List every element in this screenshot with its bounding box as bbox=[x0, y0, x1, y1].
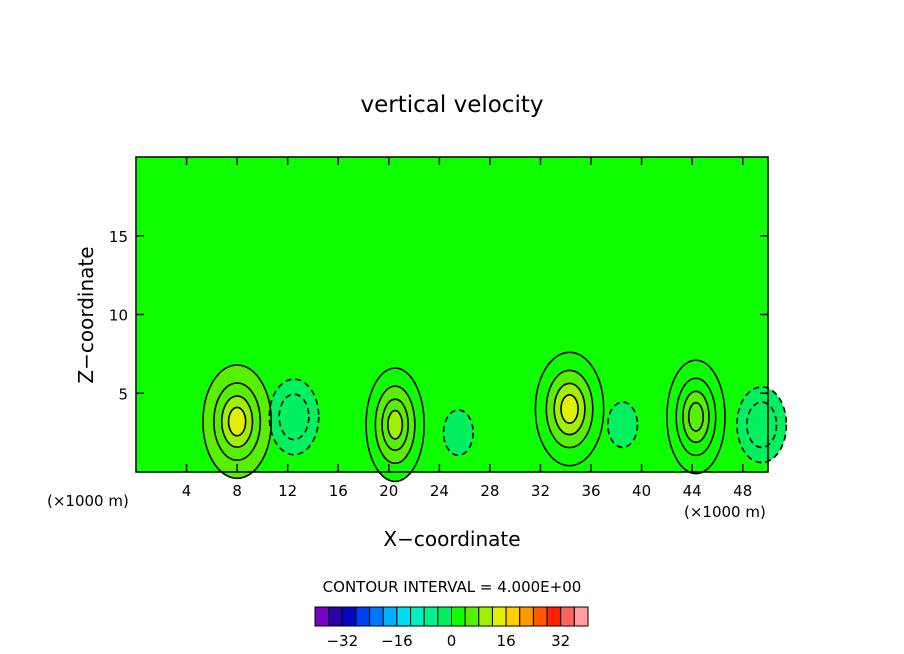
colorbar-swatch bbox=[437, 606, 453, 627]
colorbar: −32 −16 0 16 32 bbox=[314, 606, 589, 650]
velocity-cell-7-band-4 bbox=[688, 402, 704, 432]
contour-7-1 bbox=[666, 359, 726, 475]
colorbar-swatch bbox=[396, 606, 412, 627]
x-tick-label: 4 bbox=[182, 482, 192, 500]
contour-3-2 bbox=[374, 385, 416, 465]
velocity-cell-1-band-4 bbox=[228, 407, 246, 436]
colorbar-swatch bbox=[451, 606, 466, 627]
contour-2-1 bbox=[268, 378, 320, 456]
x-tick-label: 28 bbox=[480, 482, 499, 500]
chart-title: vertical velocity bbox=[361, 92, 544, 118]
colorbar-swatch bbox=[546, 606, 562, 627]
colorbar-swatch bbox=[314, 606, 330, 627]
x-tick-label: 44 bbox=[683, 482, 702, 500]
contour-8-1 bbox=[736, 386, 788, 464]
plot-area bbox=[135, 156, 788, 483]
colorbar-swatch bbox=[341, 606, 357, 627]
colorbar-swatch bbox=[328, 606, 343, 627]
contour-5-3 bbox=[553, 382, 586, 436]
contour-7-2 bbox=[675, 377, 717, 457]
y-tick-label: 15 bbox=[109, 228, 128, 246]
velocity-cell-5-band-4 bbox=[561, 394, 579, 424]
colorbar-swatch bbox=[423, 606, 439, 627]
x-tick-label: 48 bbox=[733, 482, 752, 500]
colorbar-swatch bbox=[532, 606, 548, 627]
colorbar-swatch bbox=[464, 606, 480, 627]
colorbar-swatch bbox=[519, 606, 534, 627]
x-tick-label: 40 bbox=[632, 482, 651, 500]
velocity-cell-6-band-2 bbox=[607, 402, 638, 448]
colorbar-swatch bbox=[382, 606, 398, 627]
velocity-cell-4-band-2 bbox=[443, 409, 474, 456]
contour-interval-label: CONTOUR INTERVAL = 4.000E+00 bbox=[323, 578, 582, 596]
contour-3-3 bbox=[381, 398, 409, 452]
contour-6-2 bbox=[607, 401, 639, 449]
colorbar-swatch bbox=[410, 606, 425, 627]
contour-1-1 bbox=[202, 364, 273, 480]
contour-3-1 bbox=[365, 367, 425, 483]
velocity-cell-3-band-4 bbox=[387, 410, 403, 439]
colorbar-swatch bbox=[478, 606, 493, 627]
y-tick-label: 5 bbox=[118, 385, 128, 403]
y-axis: 5 10 15 bbox=[109, 228, 768, 403]
x-tick-label: 12 bbox=[278, 482, 297, 500]
contour-7-3 bbox=[682, 390, 710, 444]
colorbar-tick-label: 16 bbox=[497, 632, 516, 650]
x-axis-label: X−coordinate bbox=[383, 527, 520, 551]
x-unit-right: (×1000 m) bbox=[684, 503, 766, 521]
colorbar-swatch bbox=[369, 606, 384, 627]
x-tick-label: 16 bbox=[329, 482, 348, 500]
colorbar-tick-label: −32 bbox=[326, 632, 358, 650]
x-tick-label: 20 bbox=[379, 482, 398, 500]
velocity-cell-2-band-2 bbox=[279, 394, 309, 440]
contour-2-2 bbox=[278, 393, 310, 441]
y-tick-label: 10 bbox=[109, 307, 128, 325]
contour-1-4 bbox=[227, 406, 247, 437]
x-tick-label: 36 bbox=[581, 482, 600, 500]
colorbar-swatch bbox=[560, 606, 575, 627]
contour-1-2 bbox=[213, 382, 262, 461]
contour-1-3 bbox=[220, 395, 254, 448]
colorbar-swatch bbox=[505, 606, 521, 627]
colorbar-tick-label: −16 bbox=[381, 632, 413, 650]
x-axis: 4 8 12 16 20 24 28 32 36 40 44 48 bbox=[182, 157, 752, 500]
colorbar-swatch bbox=[573, 606, 589, 627]
contour-5-2 bbox=[545, 369, 594, 449]
contour-5-4 bbox=[560, 394, 579, 424]
x-tick-label: 32 bbox=[531, 482, 550, 500]
contour-5-1 bbox=[534, 351, 605, 467]
contour-7-4 bbox=[687, 401, 705, 432]
contour-3-4 bbox=[387, 409, 404, 440]
colorbar-tick-label: 0 bbox=[447, 632, 457, 650]
colorbar-swatch bbox=[355, 606, 371, 627]
contour-8-2 bbox=[746, 401, 778, 449]
x-tick-label: 24 bbox=[430, 482, 449, 500]
x-unit-left: (×1000 m) bbox=[47, 492, 129, 510]
velocity-cell-8-band-2 bbox=[746, 402, 777, 448]
contour-4-2 bbox=[442, 409, 474, 457]
y-axis-label: Z−coordinate bbox=[74, 246, 98, 383]
x-tick-label: 8 bbox=[232, 482, 242, 500]
colorbar-tick-label: 32 bbox=[551, 632, 570, 650]
colorbar-swatch bbox=[491, 606, 507, 627]
